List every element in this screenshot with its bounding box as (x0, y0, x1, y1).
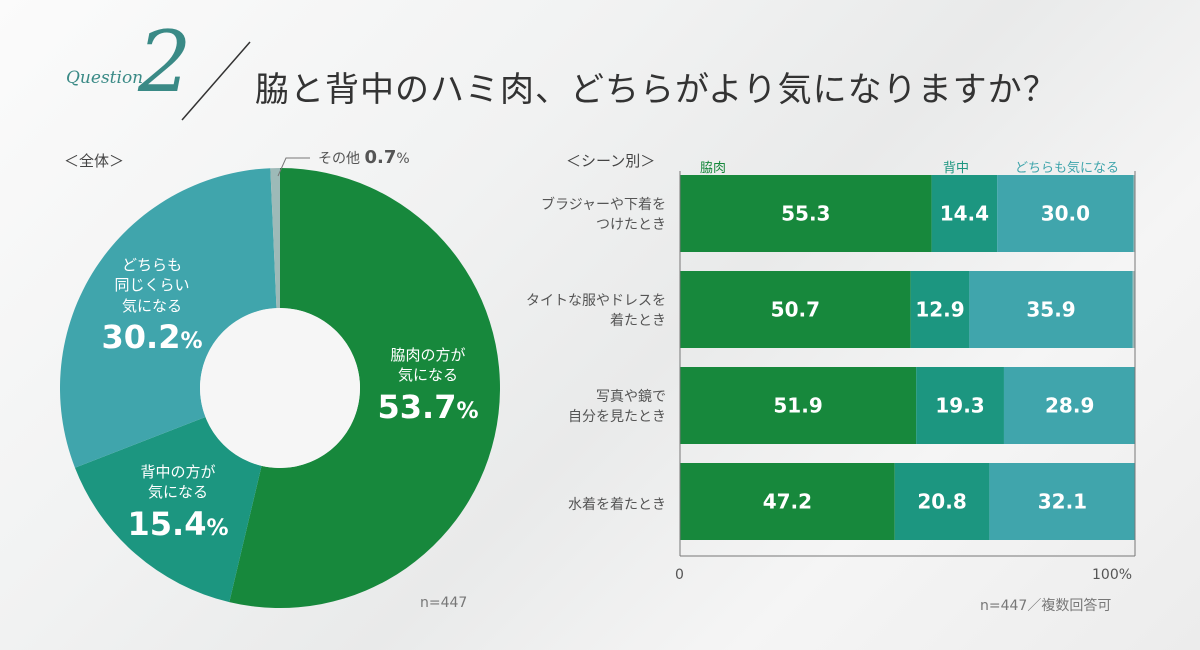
pie-slice-waki (229, 168, 500, 608)
question-slash-divider (181, 41, 251, 121)
bar-dochira-3 (989, 463, 1136, 540)
category-label-mirror-line2: 自分を見たとき (568, 409, 666, 426)
other-leader-line (277, 157, 310, 177)
bar-value-senaka-0: 14.4 (940, 202, 989, 226)
question-word: Question (66, 68, 144, 88)
senaka-pct-unit: % (206, 515, 229, 541)
bar-waki-3 (680, 463, 895, 540)
pie-slice-other (270, 168, 280, 309)
dochira-slice-label-line2: 同じくらい (114, 276, 190, 295)
overall-sample-size: n=447 (420, 595, 468, 611)
bar-dochira-1 (969, 271, 1133, 348)
category-label-bra: ブラジャーや下着を つけたとき (486, 195, 666, 236)
bar-dochira-0 (997, 175, 1134, 252)
pie-slice-senaka (74, 416, 262, 603)
senaka-slice-label-line2: 気になる (147, 483, 208, 502)
bar-dochira-2 (1003, 367, 1136, 444)
dochira-slice-label-line3: 気になる (121, 296, 182, 315)
bar-value-waki-0: 55.3 (781, 202, 830, 226)
bar-remainder-1 (1132, 271, 1135, 348)
bar-value-dochira-3: 32.1 (1038, 490, 1087, 514)
legend-waki: 脇肉 (700, 161, 727, 176)
axis-tick-end: 100% (1092, 567, 1133, 583)
bar-value-senaka-3: 20.8 (917, 490, 966, 514)
bar-value-senaka-1: 12.9 (915, 298, 964, 322)
legend-dochira: どちらも気になる (1015, 161, 1120, 176)
senaka-slice-label-line1: 背中の方が (140, 463, 216, 481)
dochira-slice-label-line1: どちらも (121, 256, 182, 274)
category-label-bra-line2: つけたとき (596, 217, 666, 234)
bar-remainder-0 (1133, 175, 1135, 252)
bar-senaka-0 (931, 175, 998, 252)
category-label-mirror-line1: 写真や鏡で (596, 389, 666, 405)
dochira-pct-unit: % (180, 328, 203, 354)
category-label-bra-line1: ブラジャーや下着を (540, 197, 666, 213)
bar-value-waki-1: 50.7 (771, 298, 820, 322)
bar-senaka-3 (894, 463, 990, 540)
category-label-tight-line1: タイトな服やドレスを (526, 293, 666, 309)
axis-tick-start: 0 (675, 567, 684, 583)
bar-waki-0 (680, 175, 932, 252)
dochira-pct-number: 30.2 (101, 317, 181, 356)
senaka-slice-label-group: 背中の方が 気になる 15.4% (118, 462, 238, 542)
bar-value-dochira-1: 35.9 (1026, 298, 1075, 322)
overall-donut-chart (60, 168, 500, 608)
category-label-tight-line2: 着たとき (610, 313, 666, 330)
category-label-swim: 水着を着たとき (486, 495, 666, 515)
dochira-slice-pct: 30.2% (92, 317, 212, 356)
bar-value-waki-3: 47.2 (763, 490, 812, 514)
scene-section-label: ＜シーン別＞ (566, 152, 656, 170)
bar-senaka-1 (910, 271, 970, 348)
category-label-tight: タイトな服やドレスを 着たとき (486, 291, 666, 332)
senaka-slice-pct: 15.4% (118, 504, 238, 543)
bar-waki-1 (680, 271, 911, 348)
bar-senaka-2 (916, 367, 1004, 444)
other-pct-unit: % (396, 151, 410, 167)
other-slice-label: その他 0.7% (318, 147, 410, 168)
donut-center-hole (200, 308, 360, 468)
bar-value-waki-2: 51.9 (773, 394, 822, 418)
waki-slice-label-line2: 気になる (397, 366, 458, 385)
bar-value-dochira-0: 30.0 (1041, 202, 1090, 226)
waki-pct-unit: % (456, 398, 479, 424)
scene-sample-size: n=447／複数回答可 (980, 598, 1112, 614)
legend-senaka: 背中 (943, 161, 970, 176)
waki-slice-label-group: 脇肉の方が 気になる 53.7% (368, 345, 488, 425)
bar-value-senaka-2: 19.3 (935, 394, 984, 418)
waki-pct-number: 53.7 (377, 387, 457, 426)
bar-waki-2 (680, 367, 917, 444)
bar-value-dochira-2: 28.9 (1045, 394, 1094, 418)
question-title: 脇と背中のハミ肉、どちらがより気になりますか？ (255, 70, 1058, 110)
category-label-swim-line1: 水着を着たとき (568, 497, 666, 513)
dochira-slice-label-group: どちらも 同じくらい 気になる 30.2% (92, 255, 212, 355)
other-pct-number: 0.7 (364, 147, 397, 168)
waki-slice-label-line1: 脇肉の方が (390, 346, 466, 364)
other-label-text: その他 (318, 151, 360, 167)
question-number: 2 (138, 13, 192, 111)
category-label-mirror: 写真や鏡で 自分を見たとき (486, 387, 666, 428)
pie-slice-dochira (60, 168, 277, 468)
senaka-pct-number: 15.4 (127, 504, 207, 543)
overall-section-label: ＜全体＞ (64, 152, 125, 170)
waki-slice-pct: 53.7% (368, 387, 488, 426)
